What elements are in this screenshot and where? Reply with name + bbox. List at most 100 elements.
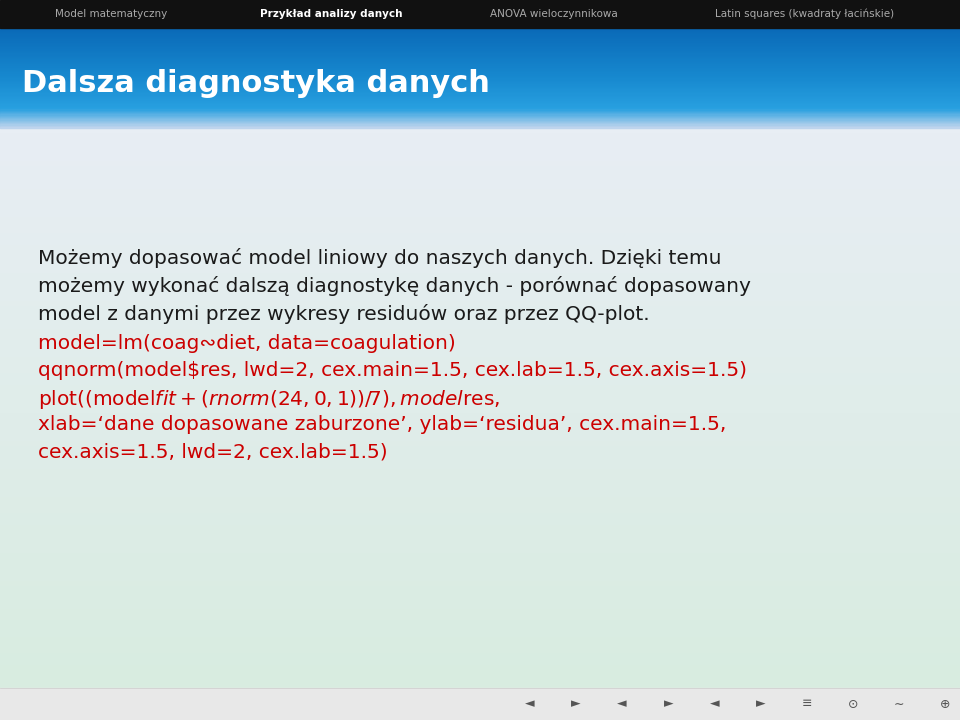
- Bar: [0, 408, 960, 413]
- Bar: [0, 268, 960, 274]
- Bar: [0, 106, 960, 107]
- Bar: [0, 531, 960, 537]
- Text: Latin squares (kwadraty łacińskie): Latin squares (kwadraty łacińskie): [715, 9, 894, 19]
- Text: model=lm(coag∾diet, data=coagulation): model=lm(coag∾diet, data=coagulation): [38, 334, 456, 353]
- Bar: [0, 498, 960, 503]
- Bar: [0, 139, 960, 145]
- Bar: [0, 548, 960, 554]
- Text: ◄: ◄: [709, 698, 719, 711]
- Bar: [0, 564, 960, 570]
- Bar: [0, 55, 960, 57]
- Bar: [0, 262, 960, 268]
- Bar: [0, 35, 960, 37]
- Bar: [0, 369, 960, 374]
- Bar: [0, 134, 960, 139]
- Bar: [0, 554, 960, 559]
- Bar: [0, 402, 960, 408]
- Bar: [0, 122, 960, 123]
- Bar: [0, 76, 960, 77]
- Bar: [0, 128, 960, 134]
- Bar: [0, 79, 960, 81]
- Bar: [0, 156, 960, 161]
- Bar: [0, 73, 960, 74]
- Bar: [0, 71, 960, 72]
- Bar: [0, 441, 960, 447]
- Bar: [0, 341, 960, 346]
- Bar: [0, 52, 960, 53]
- Bar: [0, 688, 960, 720]
- Bar: [0, 78, 960, 79]
- Text: ≡: ≡: [802, 698, 812, 711]
- Bar: [0, 32, 960, 33]
- Bar: [0, 54, 960, 55]
- Bar: [0, 285, 960, 290]
- Bar: [0, 397, 960, 402]
- Bar: [0, 60, 960, 62]
- Bar: [0, 42, 960, 43]
- Bar: [0, 179, 960, 184]
- Bar: [0, 386, 960, 391]
- Bar: [0, 62, 960, 63]
- Bar: [0, 89, 960, 91]
- Bar: [0, 576, 960, 582]
- Bar: [0, 290, 960, 296]
- Bar: [0, 50, 960, 52]
- Bar: [0, 380, 960, 386]
- Bar: [0, 68, 960, 69]
- Text: Przykład analizy danych: Przykład analizy danych: [260, 9, 402, 19]
- Bar: [0, 431, 960, 436]
- Bar: [0, 37, 960, 38]
- Text: Możemy dopasować model liniowy do naszych danych. Dzięki temu: Możemy dopasować model liniowy do naszyc…: [38, 248, 722, 268]
- Bar: [0, 201, 960, 207]
- Bar: [0, 374, 960, 380]
- Bar: [0, 537, 960, 542]
- Bar: [0, 217, 960, 223]
- Bar: [0, 98, 960, 99]
- Bar: [0, 318, 960, 324]
- Bar: [0, 610, 960, 615]
- Bar: [0, 99, 960, 101]
- Text: ◄: ◄: [617, 698, 627, 711]
- Bar: [0, 660, 960, 665]
- Bar: [0, 514, 960, 520]
- Text: ⊙: ⊙: [848, 698, 858, 711]
- Bar: [0, 274, 960, 279]
- Bar: [0, 654, 960, 660]
- Bar: [0, 88, 960, 89]
- Bar: [0, 47, 960, 48]
- Bar: [0, 487, 960, 492]
- Bar: [0, 167, 960, 173]
- Bar: [0, 593, 960, 598]
- Bar: [0, 93, 960, 94]
- Bar: [0, 45, 960, 47]
- Bar: [0, 683, 960, 688]
- Bar: [0, 66, 960, 67]
- Bar: [0, 363, 960, 369]
- Bar: [0, 475, 960, 481]
- Bar: [0, 615, 960, 621]
- Bar: [0, 49, 960, 50]
- Text: ANOVA wieloczynnikowa: ANOVA wieloczynnikowa: [490, 9, 617, 19]
- Bar: [0, 96, 960, 98]
- Bar: [0, 69, 960, 71]
- Bar: [0, 246, 960, 251]
- Bar: [0, 235, 960, 240]
- Bar: [0, 82, 960, 83]
- Bar: [0, 469, 960, 475]
- Bar: [0, 223, 960, 229]
- Bar: [0, 643, 960, 649]
- Bar: [0, 117, 960, 118]
- Bar: [0, 419, 960, 425]
- Bar: [0, 91, 960, 93]
- Bar: [0, 150, 960, 156]
- Bar: [0, 251, 960, 257]
- Text: cex.axis=1.5, lwd=2, cex.lab=1.5): cex.axis=1.5, lwd=2, cex.lab=1.5): [38, 442, 388, 461]
- Text: ►: ►: [756, 698, 765, 711]
- Text: ◄: ◄: [525, 698, 535, 711]
- Bar: [0, 229, 960, 235]
- Bar: [0, 63, 960, 64]
- Text: Model matematyczny: Model matematyczny: [55, 9, 167, 19]
- Bar: [0, 665, 960, 671]
- Bar: [0, 123, 960, 125]
- Bar: [0, 492, 960, 498]
